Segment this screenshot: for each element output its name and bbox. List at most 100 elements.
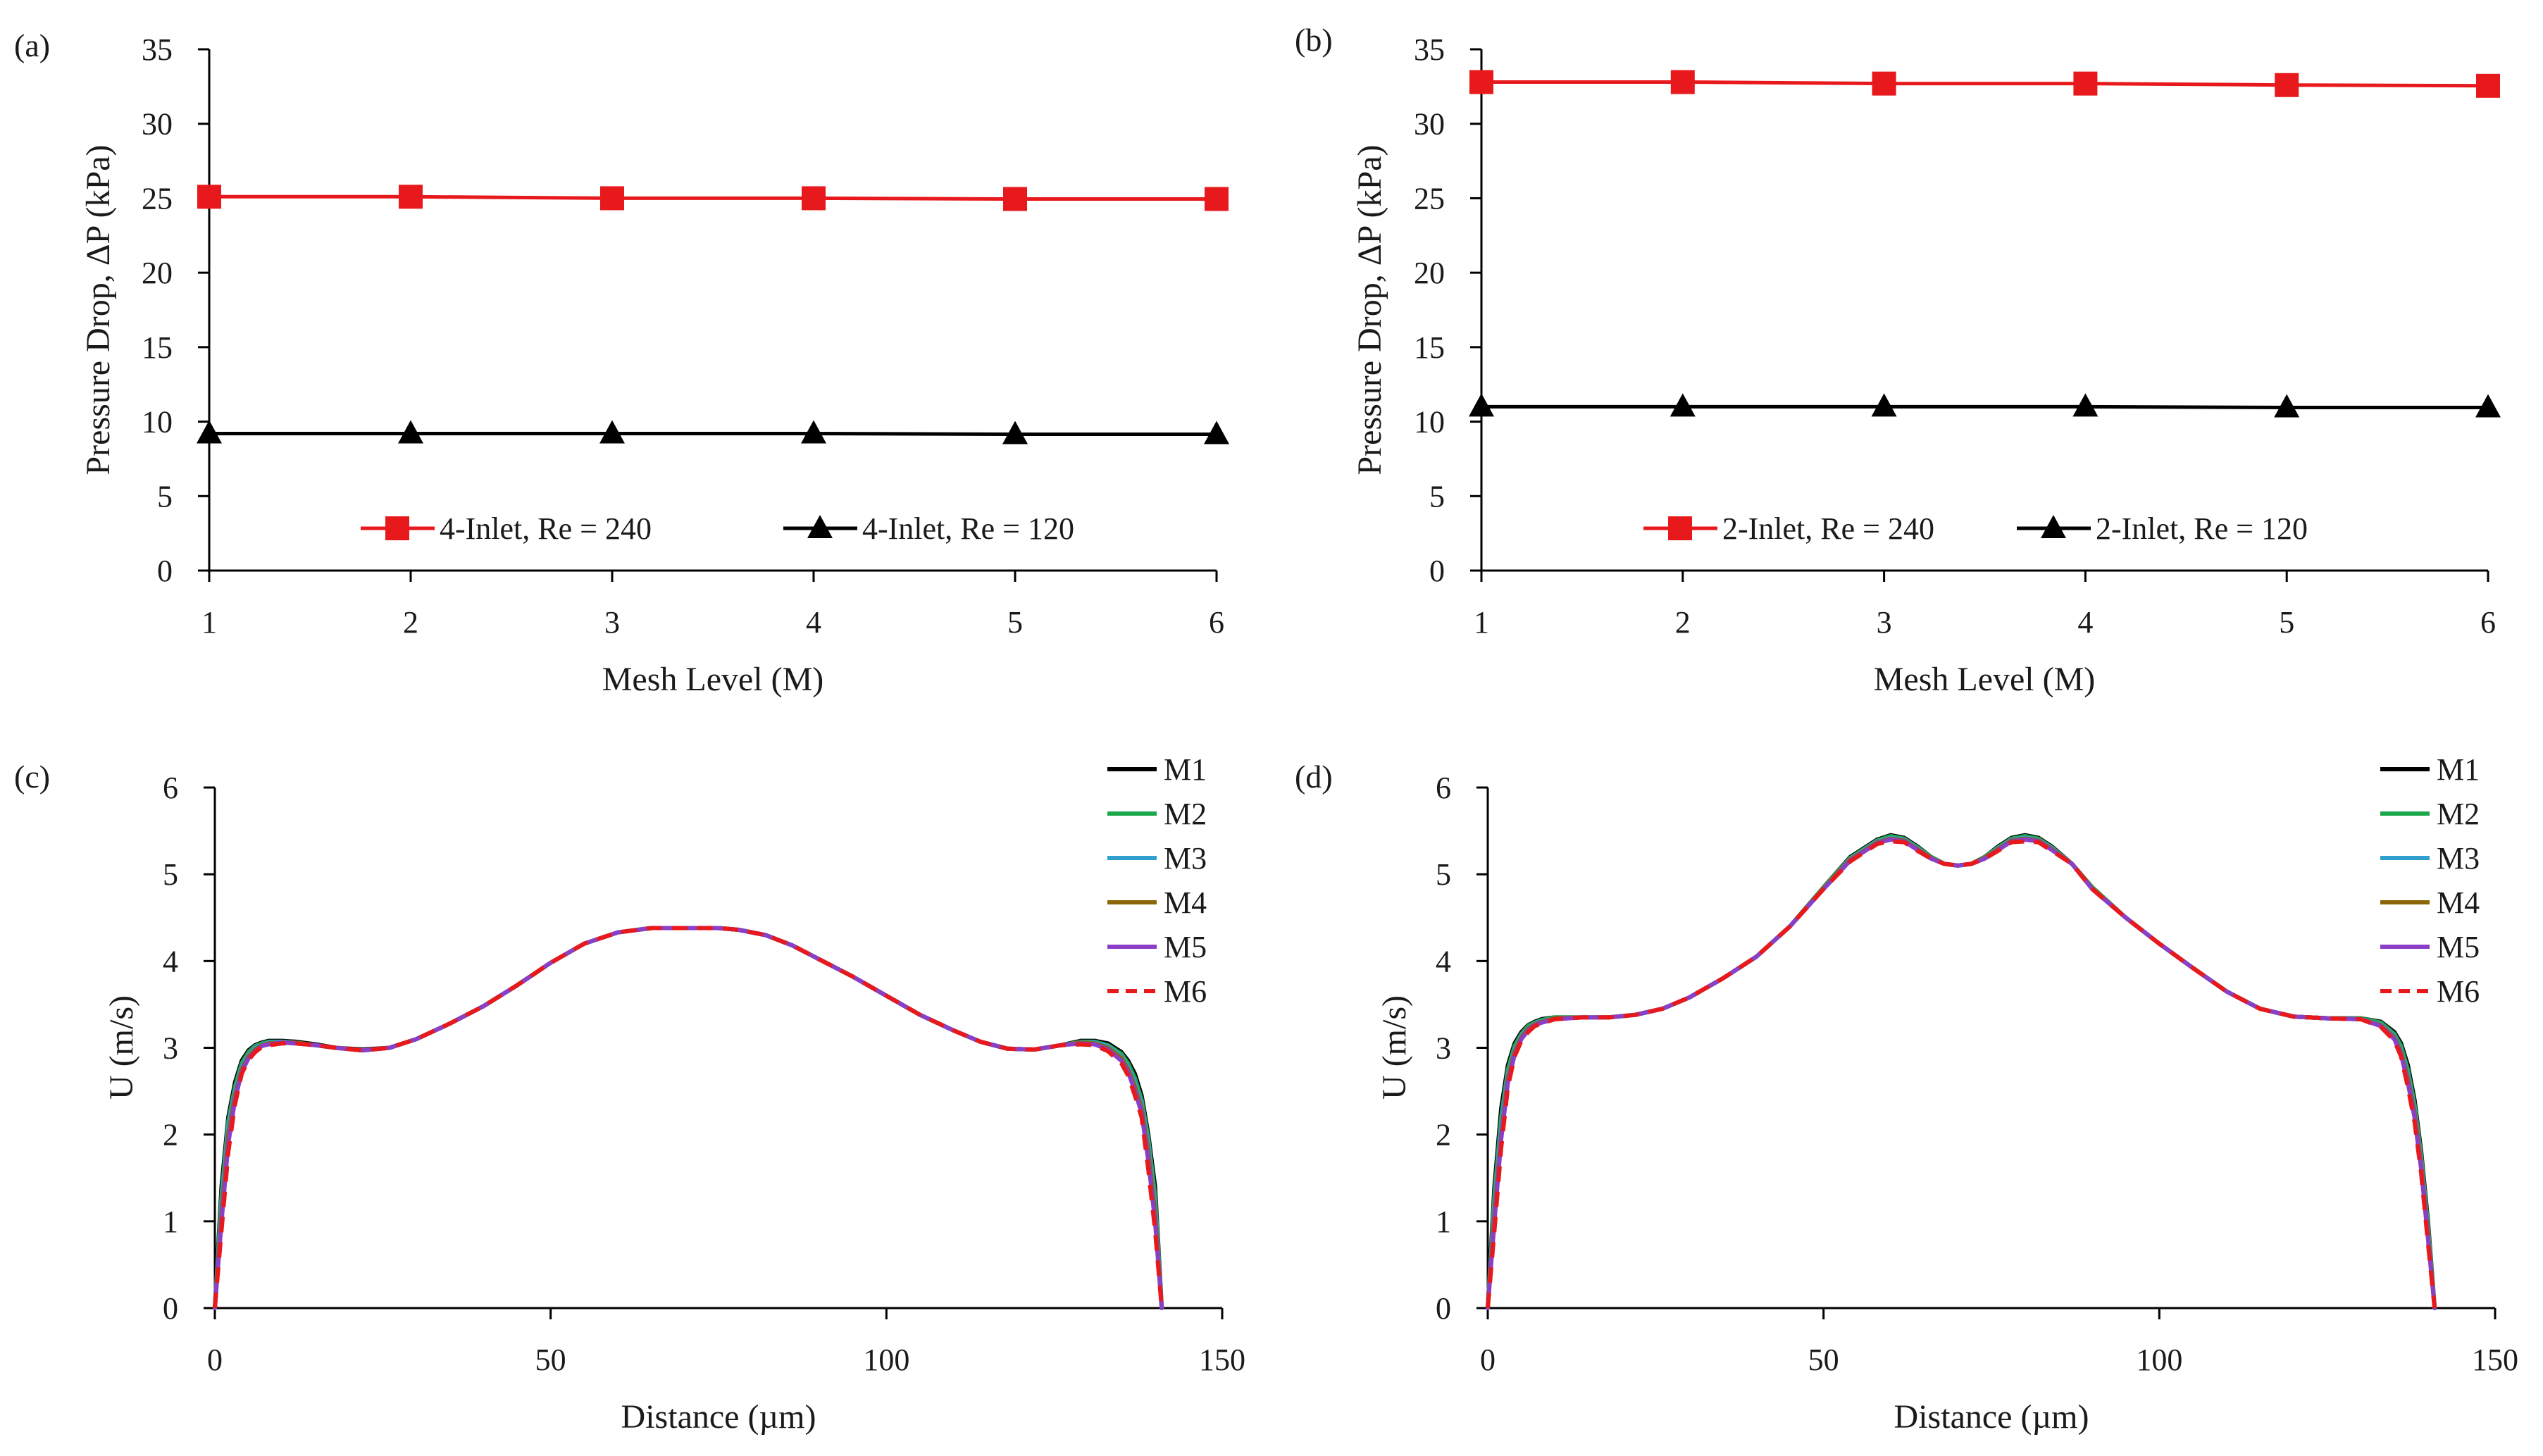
data-point-triangle [1871, 393, 1897, 417]
y-tick-label: 1 [163, 1205, 178, 1239]
y-tick-label: 15 [142, 330, 173, 365]
y-tick-label: 25 [1414, 181, 1445, 216]
legend-label: 4-Inlet, Re = 240 [440, 511, 652, 546]
x-tick-label: 1 [1474, 605, 1489, 640]
y-tick-label: 20 [1414, 256, 1445, 290]
x-tick-label: 6 [1209, 605, 1224, 640]
data-point-triangle [2274, 394, 2300, 418]
panel-label: (c) [14, 759, 50, 795]
legend-label: M2 [2437, 797, 2480, 831]
series-line-m4 [1486, 836, 2437, 1310]
data-point-triangle [599, 420, 625, 444]
legend-label: 2-Inlet, Re = 240 [1722, 511, 1934, 546]
chart-panel-c: (c) 0 1 2 3 4 5 6 0 50 100 150 Distance (µm) U (m/s) M… [14, 752, 1245, 1436]
series-line-4-inlet-re-120 [207, 432, 1219, 436]
y-tick-label: 3 [1436, 1031, 1451, 1066]
x-tick-label: 150 [1199, 1343, 1245, 1377]
x-tick-label: 50 [535, 1343, 566, 1377]
x-tick-label: 100 [863, 1343, 909, 1377]
data-point-square [600, 186, 624, 211]
x-tick-label: 2 [1675, 605, 1691, 640]
x-tick-label: 3 [604, 605, 620, 640]
panel-label: (d) [1295, 759, 1333, 795]
series-line-m4 [213, 926, 1164, 1310]
data-point-square [2073, 71, 2098, 96]
data-point-triangle [398, 420, 423, 444]
data-point-triangle [1469, 393, 1494, 417]
x-axis-title: Distance (µm) [621, 1398, 816, 1436]
y-axis-title: Pressure Drop, ΔP (kPa) [80, 144, 117, 475]
legend-label: M5 [2437, 930, 2480, 964]
x-axis-title: Distance (µm) [1894, 1398, 2089, 1436]
legend-label: M3 [2437, 841, 2480, 876]
legend-label: M3 [1164, 841, 1207, 876]
y-tick-label: 25 [142, 181, 173, 216]
series-line-m3 [213, 926, 1164, 1310]
y-tick-label: 0 [157, 554, 173, 588]
y-tick-label: 30 [1414, 107, 1445, 142]
y-tick-label: 5 [1436, 857, 1451, 892]
y-tick-label: 35 [1414, 32, 1445, 67]
series-line-m2 [1486, 834, 2437, 1310]
data-point-triangle [1670, 393, 1696, 417]
legend-label: M6 [1164, 974, 1207, 1009]
data-point-triangle [2475, 394, 2501, 418]
series-line-m6 [1486, 839, 2437, 1309]
x-tick-label: 4 [2077, 605, 2093, 640]
data-point-square [2476, 73, 2500, 98]
x-tick-label: 1 [201, 605, 217, 640]
x-tick-label: 50 [1808, 1343, 1839, 1377]
x-tick-label: 3 [1877, 605, 1892, 640]
y-tick-label: 20 [142, 256, 173, 290]
series-line-m5 [1486, 837, 2437, 1310]
y-axis-title: U (m/s) [1376, 995, 1413, 1100]
data-point-square [1205, 187, 1229, 211]
y-tick-label: 2 [163, 1118, 178, 1152]
legend-label: M5 [1164, 930, 1207, 964]
data-point-triangle [197, 420, 222, 444]
x-tick-label: 4 [806, 605, 821, 640]
y-tick-label: 3 [163, 1031, 178, 1066]
legend-label: M4 [2437, 885, 2480, 920]
x-tick-label: 6 [2480, 605, 2496, 640]
panel-label: (a) [14, 27, 50, 63]
legend-marker-triangle [2041, 515, 2066, 538]
legend-marker-square [385, 516, 409, 540]
data-point-triangle [2072, 393, 2099, 417]
series-line-m3 [1486, 835, 2437, 1310]
legend-label: M6 [2437, 974, 2480, 1009]
y-tick-label: 0 [1436, 1291, 1451, 1326]
x-tick-label: 0 [207, 1343, 223, 1377]
legend-label: M2 [1164, 797, 1207, 831]
data-point-square [197, 185, 221, 209]
legend-label: M1 [2437, 752, 2480, 787]
series-line-2-inlet-re-240 [1479, 80, 2490, 88]
legend-label: 2-Inlet, Re = 120 [2096, 511, 2308, 546]
y-tick-label: 4 [163, 944, 178, 978]
series-line-m2 [213, 926, 1164, 1310]
y-tick-label: 5 [1429, 479, 1445, 514]
x-axis-title: Mesh Level (M) [1874, 661, 2096, 698]
x-tick-label: 0 [1480, 1343, 1496, 1377]
y-tick-label: 10 [1414, 405, 1445, 440]
data-point-square [1469, 70, 1493, 94]
series-line-4-inlet-re-240 [207, 194, 1219, 201]
y-tick-label: 15 [1414, 330, 1445, 365]
panel-label: (b) [1295, 22, 1333, 58]
chart-panel-d: (d) 0 1 2 3 4 5 6 0 50 100 150 Distance (µm) U (m/s) M… [1295, 752, 2518, 1436]
series-line-m5 [213, 926, 1164, 1310]
y-tick-label: 6 [1436, 771, 1451, 805]
series-line-m6 [213, 926, 1164, 1309]
y-tick-label: 0 [163, 1291, 178, 1326]
y-tick-label: 5 [157, 479, 173, 514]
data-point-triangle [801, 420, 826, 444]
x-axis-title: Mesh Level (M) [602, 661, 824, 698]
x-tick-label: 5 [2279, 605, 2294, 640]
data-point-square [1670, 70, 1695, 94]
legend-label: 4-Inlet, Re = 120 [862, 511, 1074, 546]
chart-panel-a: (a) 0 5 10 15 20 25 30 35 1 2 3 4 5 6 Mesh Level (M) Pre… [14, 27, 1229, 698]
y-tick-label: 6 [163, 771, 178, 805]
y-tick-label: 35 [142, 32, 173, 67]
data-point-triangle [1002, 421, 1028, 444]
